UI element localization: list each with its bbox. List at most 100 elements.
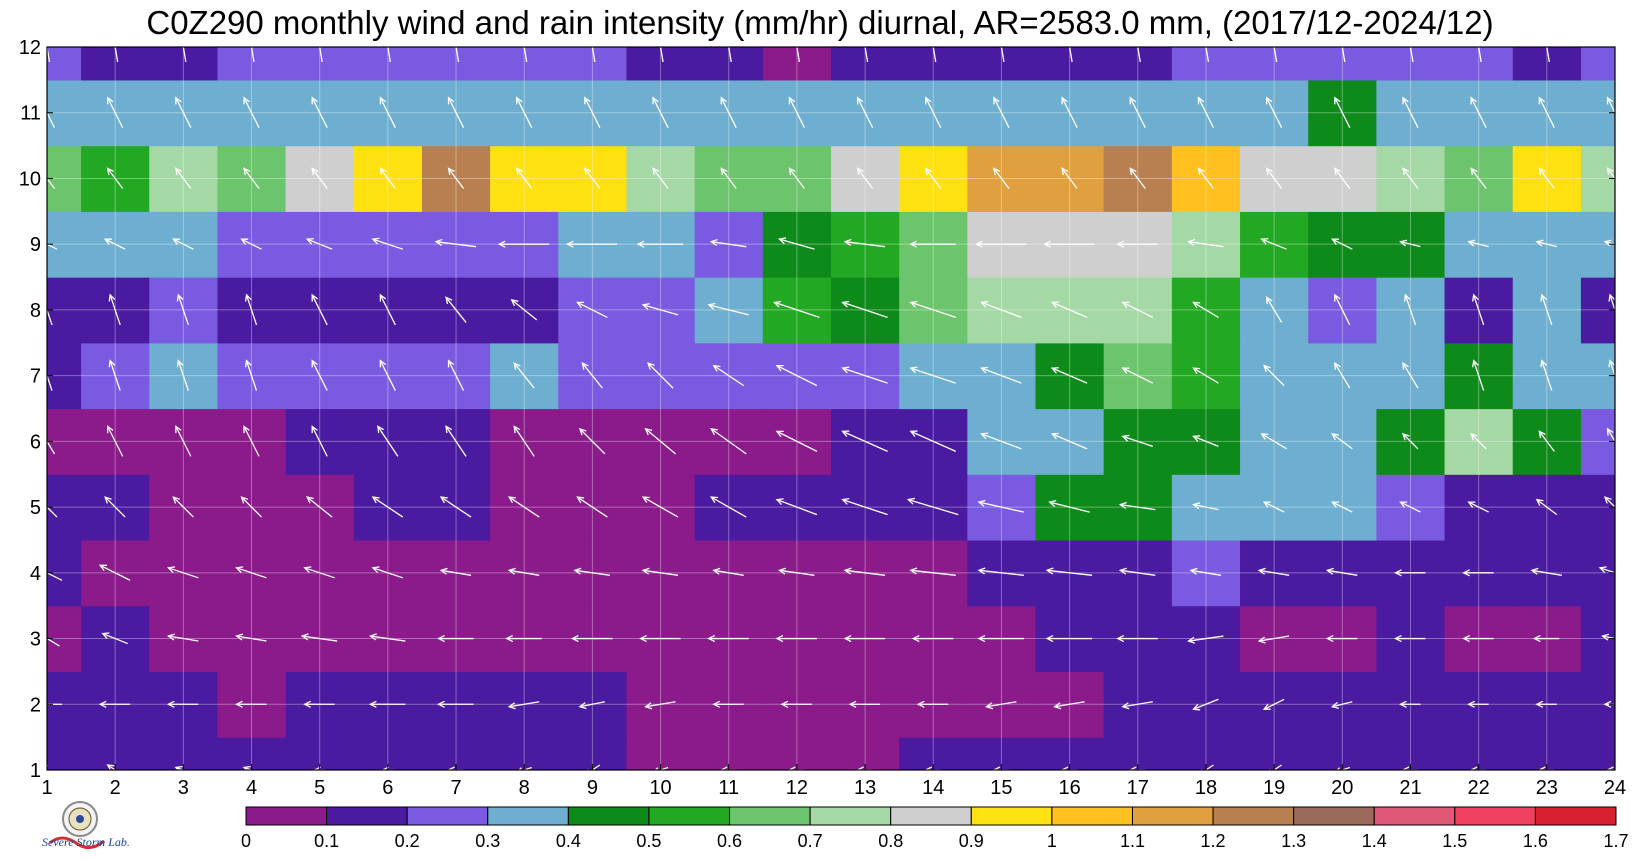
heatmap-cell	[47, 737, 82, 770]
y-tick-label: 12	[19, 37, 41, 59]
wind-arrow-head	[977, 567, 986, 575]
wind-arrow-head	[47, 364, 48, 366]
wind-arrow	[1122, 367, 1154, 384]
wind-arrow	[1188, 241, 1224, 248]
heatmap-cell	[1580, 47, 1615, 81]
wind-arrow-head	[434, 238, 443, 246]
x-axis-ticks: 1 2 3 4 5 6 7 8 9 10 11 12 13 14 15 16 17 18 19 20 21 22 23 24	[41, 764, 1626, 799]
colorbar-swatch	[567, 806, 650, 826]
wind-arrow	[1538, 430, 1555, 452]
wind-arrow-head	[1116, 240, 1125, 248]
wind-arrow-head	[856, 167, 864, 176]
wind-arrow-head	[843, 567, 852, 575]
wind-arrow	[47, 243, 58, 250]
wind-arrow-head	[720, 96, 727, 105]
wind-arrow-head	[1121, 367, 1130, 374]
wind-arrow	[925, 97, 942, 129]
wind-arrow	[175, 168, 192, 189]
wind-arrow	[577, 496, 608, 518]
wind-arrow-head	[1394, 634, 1402, 643]
wind-arrow-head	[909, 300, 918, 308]
plot-frame	[46, 46, 1616, 771]
wind-arrow	[1541, 360, 1553, 391]
wind-arrow-head	[510, 299, 519, 307]
wind-arrow-head	[1128, 766, 1137, 770]
wind-arrow-head	[1608, 359, 1615, 368]
wind-arrow	[1332, 238, 1353, 250]
wind-arrow-head	[1469, 766, 1478, 770]
wind-arrow	[932, 47, 937, 63]
wind-arrow-head	[841, 497, 850, 505]
wind-arrow	[47, 177, 56, 189]
wind-arrow	[845, 569, 886, 576]
wind-arrow	[1402, 362, 1419, 389]
wind-arrow-head	[311, 167, 319, 176]
y-tick-label: 9	[30, 234, 41, 256]
wind-arrow	[720, 97, 737, 129]
wind-arrow	[513, 426, 535, 457]
wind-arrow	[652, 97, 669, 129]
wind-arrow	[168, 567, 199, 579]
colorbar-swatch	[326, 806, 408, 826]
wind-arrow	[642, 304, 679, 316]
colorbar-label: 1.1	[1120, 831, 1145, 851]
wind-arrow-head	[447, 766, 455, 770]
wind-arrow-head	[992, 766, 1001, 770]
wind-arrow	[710, 496, 747, 518]
x-tick-label: 18	[1195, 777, 1217, 799]
wind-arrow-head	[1472, 359, 1479, 368]
colorbar-swatch	[1051, 806, 1133, 826]
wind-arrow	[47, 572, 63, 581]
wind-arrow-head	[1129, 96, 1137, 105]
wind-arrow	[1609, 360, 1615, 378]
wind-arrow-head	[1606, 167, 1614, 176]
wind-arrow-head	[98, 700, 107, 708]
colorbar-swatch	[1131, 806, 1214, 826]
colorbar-label: 1	[1047, 831, 1057, 851]
wind-arrow-head	[578, 427, 587, 436]
wind-arrow	[1061, 168, 1078, 189]
wind-arrow-head	[787, 766, 796, 770]
wind-arrow	[720, 168, 737, 189]
wind-arrow	[47, 506, 58, 518]
x-tick-label: 12	[786, 777, 808, 799]
wind-arrow-head	[719, 766, 728, 770]
wind-arrow-head	[916, 700, 925, 708]
wind-arrow-head	[573, 567, 582, 575]
wind-arrow-head	[108, 293, 116, 302]
wind-arrow-head	[379, 359, 387, 368]
wind-arrow	[304, 567, 335, 579]
wind-arrow	[857, 97, 874, 129]
wind-arrow-head	[1331, 501, 1340, 508]
wind-arrow-head	[445, 425, 453, 434]
wind-arrow-head	[584, 96, 591, 105]
wind-arrow-head	[242, 765, 251, 770]
wind-arrow	[1541, 294, 1553, 326]
wind-arrow	[236, 635, 267, 642]
y-tick-label: 11	[20, 103, 41, 125]
wind-arrow	[713, 569, 744, 576]
logo-text-lab: Lab.	[108, 835, 130, 849]
wind-arrow-head	[1399, 700, 1407, 708]
wind-arrow	[577, 301, 608, 318]
wind-arrow	[370, 635, 406, 642]
wind-arrow	[1341, 47, 1346, 63]
wind-arrow-head	[1257, 567, 1266, 575]
wind-arrow-head	[861, 32, 867, 38]
wind-arrow	[842, 367, 888, 384]
wind-arrow-head	[311, 96, 318, 105]
wind-arrow-head	[235, 633, 244, 641]
wind-arrow-head	[1270, 32, 1276, 38]
wind-arrow-head	[107, 96, 114, 105]
wind-arrow	[377, 426, 399, 457]
wind-arrow-head	[993, 167, 1001, 176]
wind-arrow-head	[1045, 634, 1054, 643]
colorbar-label: 1.2	[1201, 831, 1226, 851]
wind-arrow	[175, 426, 192, 457]
colorbar-label: 0.1	[314, 831, 339, 851]
wind-arrow-head	[641, 567, 650, 575]
wind-arrow-head	[1402, 361, 1409, 370]
wind-arrow-head	[709, 496, 718, 504]
wind-arrow-head	[652, 96, 659, 105]
wind-arrow-head	[1611, 32, 1617, 38]
